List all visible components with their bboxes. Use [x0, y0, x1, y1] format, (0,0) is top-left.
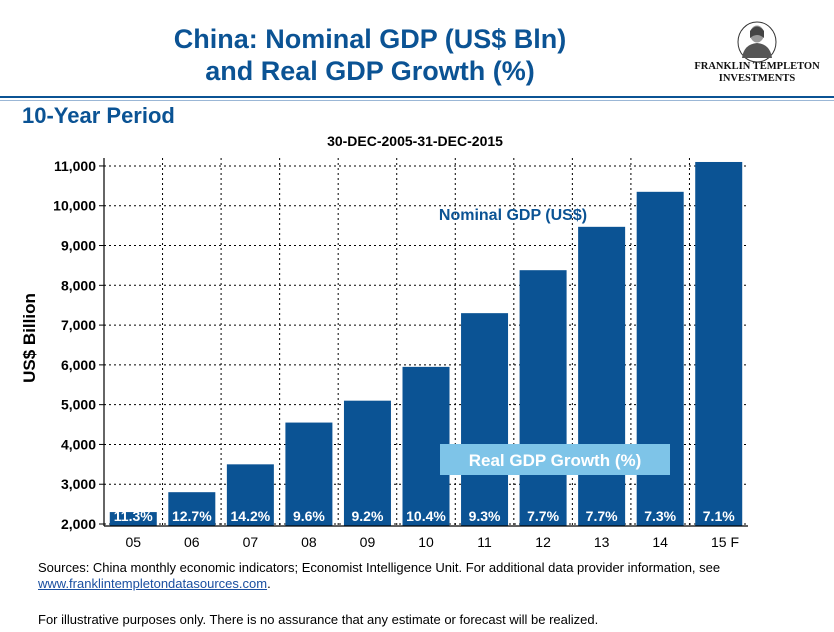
logo-text-line-2: INVESTMENTS — [718, 73, 796, 84]
disclaimer: For illustrative purposes only. There is… — [38, 612, 599, 627]
y-tick-label: 6,000 — [61, 357, 96, 373]
x-tick-label: 07 — [243, 534, 259, 550]
gdp-bar-chart: 2,000 3,000 4,000 5,000 6,000 7,000 8,000 9,000… — [53, 158, 748, 550]
growth-label: 9.6% — [293, 508, 325, 524]
x-tick-label: 11 — [477, 534, 492, 550]
bar-12 — [519, 270, 567, 526]
bar-09 — [343, 400, 391, 526]
bar-07 — [226, 464, 274, 526]
chart-title-line-2: and Real GDP Growth (%) — [205, 56, 535, 86]
section-subheading: 10-Year Period — [22, 103, 175, 128]
sources-note: Sources: China monthly economic indicato… — [38, 560, 778, 592]
y-tick-label: 3,000 — [61, 476, 96, 492]
growth-label: 12.7% — [172, 508, 212, 524]
growth-label: 14.2% — [231, 508, 271, 524]
bar-14 — [636, 191, 684, 526]
sources-link[interactable]: www.franklintempletondatasources.com — [38, 576, 268, 591]
x-tick-label: 08 — [301, 534, 317, 550]
real-gdp-label-box — [440, 444, 670, 475]
chart-title-line-1: China: Nominal GDP (US$ Bln) — [173, 24, 567, 54]
growth-label: 7.7% — [586, 508, 618, 524]
portrait-icon — [737, 21, 777, 63]
bar-08 — [285, 422, 333, 526]
sources-text: Sources: China monthly economic indicato… — [38, 560, 721, 575]
forecast-marker: F — [730, 534, 739, 550]
header-rule-thin — [0, 100, 834, 101]
y-tick-label: 4,000 — [61, 436, 96, 452]
y-tick-label: 7,000 — [61, 317, 96, 333]
x-tick-label: 05 — [125, 534, 141, 550]
chart-period: 30-DEC-2005-31-DEC-2015 — [327, 133, 503, 149]
y-tick-label: 11,000 — [54, 158, 96, 174]
header-rule — [0, 96, 834, 98]
y-tick-label: 8,000 — [61, 277, 96, 293]
growth-label: 7.7% — [527, 508, 559, 524]
growth-label: 11.3% — [114, 508, 153, 524]
bar-13 — [578, 226, 626, 527]
sources-end: . — [267, 576, 271, 591]
x-tick-label: 14 — [652, 534, 668, 550]
bar-11 — [461, 313, 509, 526]
x-tick-label: 15 — [711, 534, 727, 550]
growth-label: 9.2% — [351, 508, 383, 524]
x-tick-label: 10 — [418, 534, 434, 550]
franklin-templeton-logo: FRANKLIN TEMPLETON INVESTMENTS — [692, 18, 822, 88]
nominal-gdp-annotation: Nominal GDP (US$) — [439, 207, 587, 224]
growth-label: 9.3% — [469, 508, 501, 524]
y-tick-label: 2,000 — [61, 516, 96, 532]
bar-15 — [695, 161, 743, 526]
real-gdp-annotation: Real GDP Growth (%) — [469, 451, 642, 470]
bar-05 — [109, 512, 157, 526]
x-tick-label: 09 — [360, 534, 376, 550]
growth-label: 10.4% — [406, 508, 446, 524]
bar-06 — [168, 492, 216, 526]
growth-label: 7.3% — [644, 508, 676, 524]
x-tick-label: 12 — [535, 534, 551, 550]
x-tick-label: 06 — [184, 534, 200, 550]
growth-label: 7.1% — [703, 508, 735, 524]
y-tick-label: 5,000 — [61, 397, 96, 413]
y-tick-label: 10,000 — [53, 198, 96, 214]
x-tick-label: 13 — [594, 534, 610, 550]
y-tick-label: 9,000 — [61, 238, 96, 254]
logo-text-line-1: FRANKLIN TEMPLETON — [694, 61, 820, 72]
